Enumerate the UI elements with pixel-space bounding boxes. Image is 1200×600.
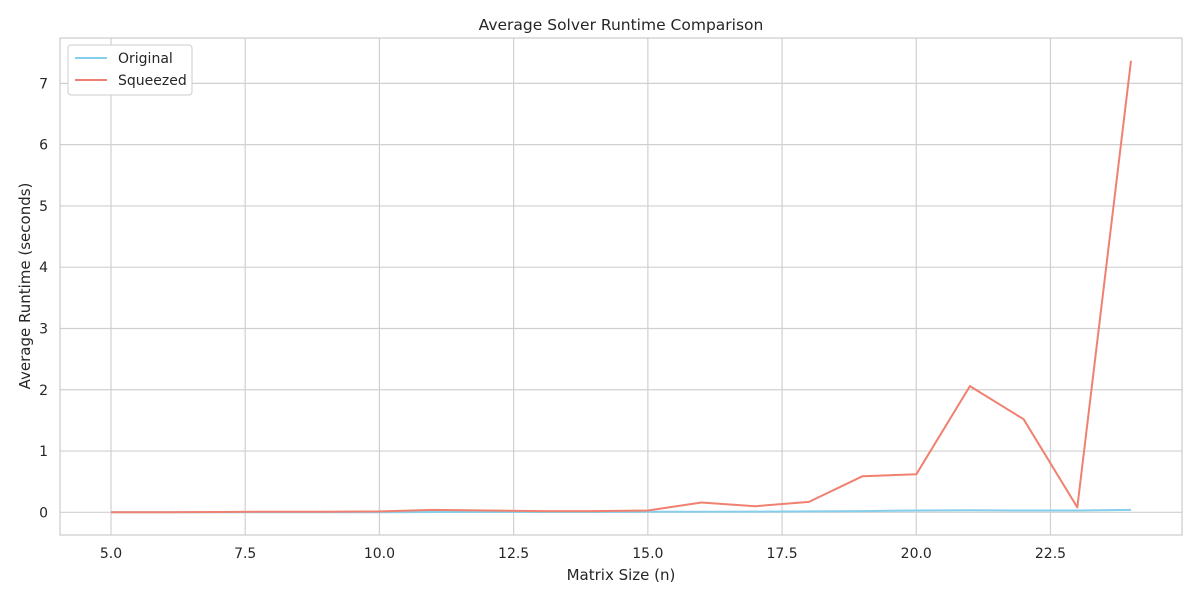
data-point-squeezed <box>808 501 810 503</box>
data-point-original <box>862 510 864 512</box>
data-point-squeezed <box>969 385 971 387</box>
x-tick-label: 5.0 <box>100 546 122 562</box>
y-tick-label: 3 <box>39 321 48 337</box>
series-lines <box>110 60 1132 514</box>
data-point-original <box>432 511 434 513</box>
y-tick-label: 2 <box>39 383 48 399</box>
data-point-original <box>754 511 756 513</box>
y-tick-label: 4 <box>39 260 48 276</box>
x-tick-label: 22.5 <box>1035 546 1066 562</box>
data-point-original <box>808 510 810 512</box>
data-point-squeezed <box>110 511 112 513</box>
data-point-squeezed <box>915 473 917 475</box>
data-point-squeezed <box>1023 418 1025 420</box>
x-axis-title: Matrix Size (n) <box>567 566 676 584</box>
data-point-original <box>1076 509 1078 511</box>
data-point-squeezed <box>164 511 166 513</box>
x-axis-ticks: 5.0 7.5 10.0 12.5 15.0 17.5 20.0 22.5 <box>100 546 1066 562</box>
data-point-squeezed <box>754 505 756 507</box>
data-point-squeezed <box>486 509 488 511</box>
data-point-squeezed <box>701 502 703 504</box>
legend: Original Squeezed <box>67 44 193 96</box>
data-point-squeezed <box>593 510 595 512</box>
x-tick-label: 17.5 <box>766 546 797 562</box>
data-point-original <box>1023 509 1025 511</box>
legend-label-original: Original <box>118 51 173 67</box>
y-tick-label: 5 <box>39 199 48 215</box>
legend-label-squeezed: Squeezed <box>118 73 187 89</box>
data-point-squeezed <box>432 509 434 511</box>
data-point-original <box>701 511 703 513</box>
x-tick-label: 15.0 <box>632 546 663 562</box>
chart-title: Average Solver Runtime Comparison <box>479 16 764 34</box>
x-tick-label: 7.5 <box>234 546 256 562</box>
data-point-squeezed <box>1130 60 1132 62</box>
y-tick-label: 7 <box>39 76 48 92</box>
data-point-squeezed <box>378 510 380 512</box>
y-tick-label: 1 <box>39 444 48 460</box>
x-tick-label: 20.0 <box>901 546 932 562</box>
data-point-squeezed <box>1076 506 1078 508</box>
data-point-original <box>1130 509 1132 511</box>
y-axis-title: Average Runtime (seconds) <box>16 183 34 390</box>
data-point-squeezed <box>271 511 273 513</box>
y-tick-label: 0 <box>39 505 48 521</box>
y-axis-ticks: 0 1 2 3 4 5 6 7 <box>39 76 48 521</box>
x-tick-label: 12.5 <box>498 546 529 562</box>
data-point-squeezed <box>647 509 649 511</box>
data-point-squeezed <box>217 511 219 513</box>
x-tick-label: 10.0 <box>364 546 395 562</box>
plot-frame <box>59 37 1183 536</box>
data-point-squeezed <box>325 511 327 513</box>
data-point-original <box>915 509 917 511</box>
data-point-original <box>969 509 971 511</box>
series-line-squeezed <box>111 60 1132 514</box>
y-tick-label: 6 <box>39 138 48 154</box>
data-point-squeezed <box>539 510 541 512</box>
data-point-squeezed <box>862 475 864 477</box>
